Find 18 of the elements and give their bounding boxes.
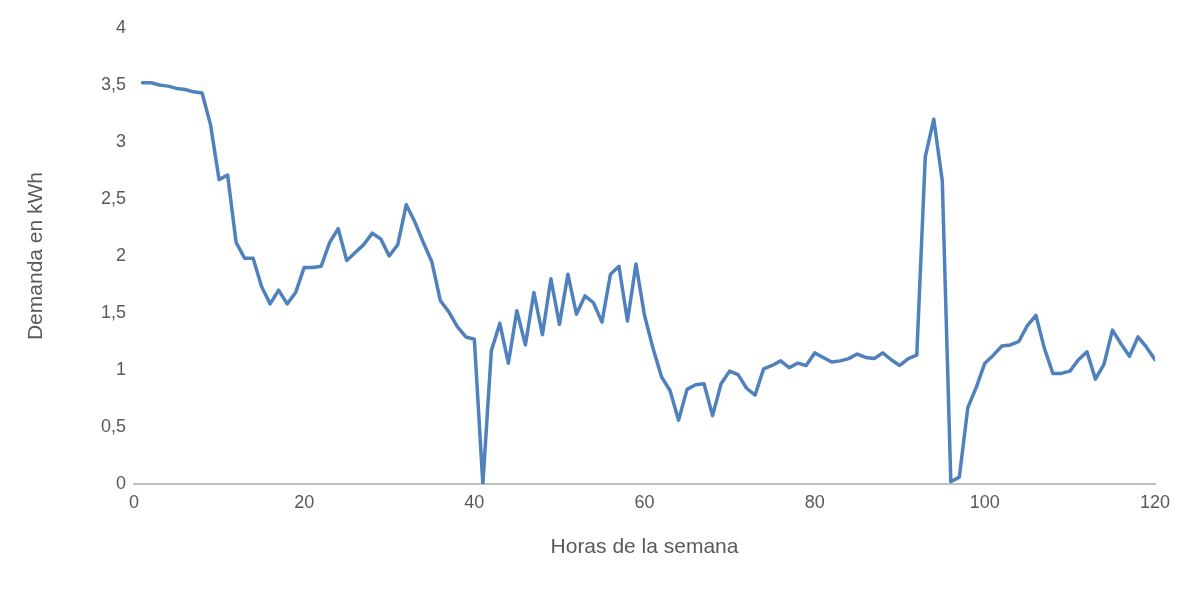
y-tick-label: 1,5 bbox=[100, 301, 126, 322]
y-tick-label: 0 bbox=[115, 472, 126, 493]
y-tick-label: 3,5 bbox=[100, 73, 126, 94]
x-axis-title: Horas de la semana bbox=[550, 534, 739, 558]
y-tick-label: 0,5 bbox=[100, 415, 126, 436]
x-tick-label: 80 bbox=[804, 491, 825, 512]
x-tick-label: 120 bbox=[1139, 491, 1171, 512]
y-tick-label: 3 bbox=[115, 130, 126, 151]
y-tick-label: 1 bbox=[115, 358, 126, 379]
y-tick-label: 2,5 bbox=[100, 187, 126, 208]
x-tick-label: 20 bbox=[294, 491, 315, 512]
y-tick-label: 2 bbox=[115, 244, 126, 265]
x-tick-label: 60 bbox=[634, 491, 655, 512]
x-tick-label: 40 bbox=[464, 491, 485, 512]
y-tick-label: 4 bbox=[115, 16, 126, 37]
x-tick-label: 100 bbox=[969, 491, 1000, 512]
x-tick-label: 0 bbox=[128, 491, 140, 512]
y-axis-title: Demanda en kWh bbox=[23, 171, 47, 341]
